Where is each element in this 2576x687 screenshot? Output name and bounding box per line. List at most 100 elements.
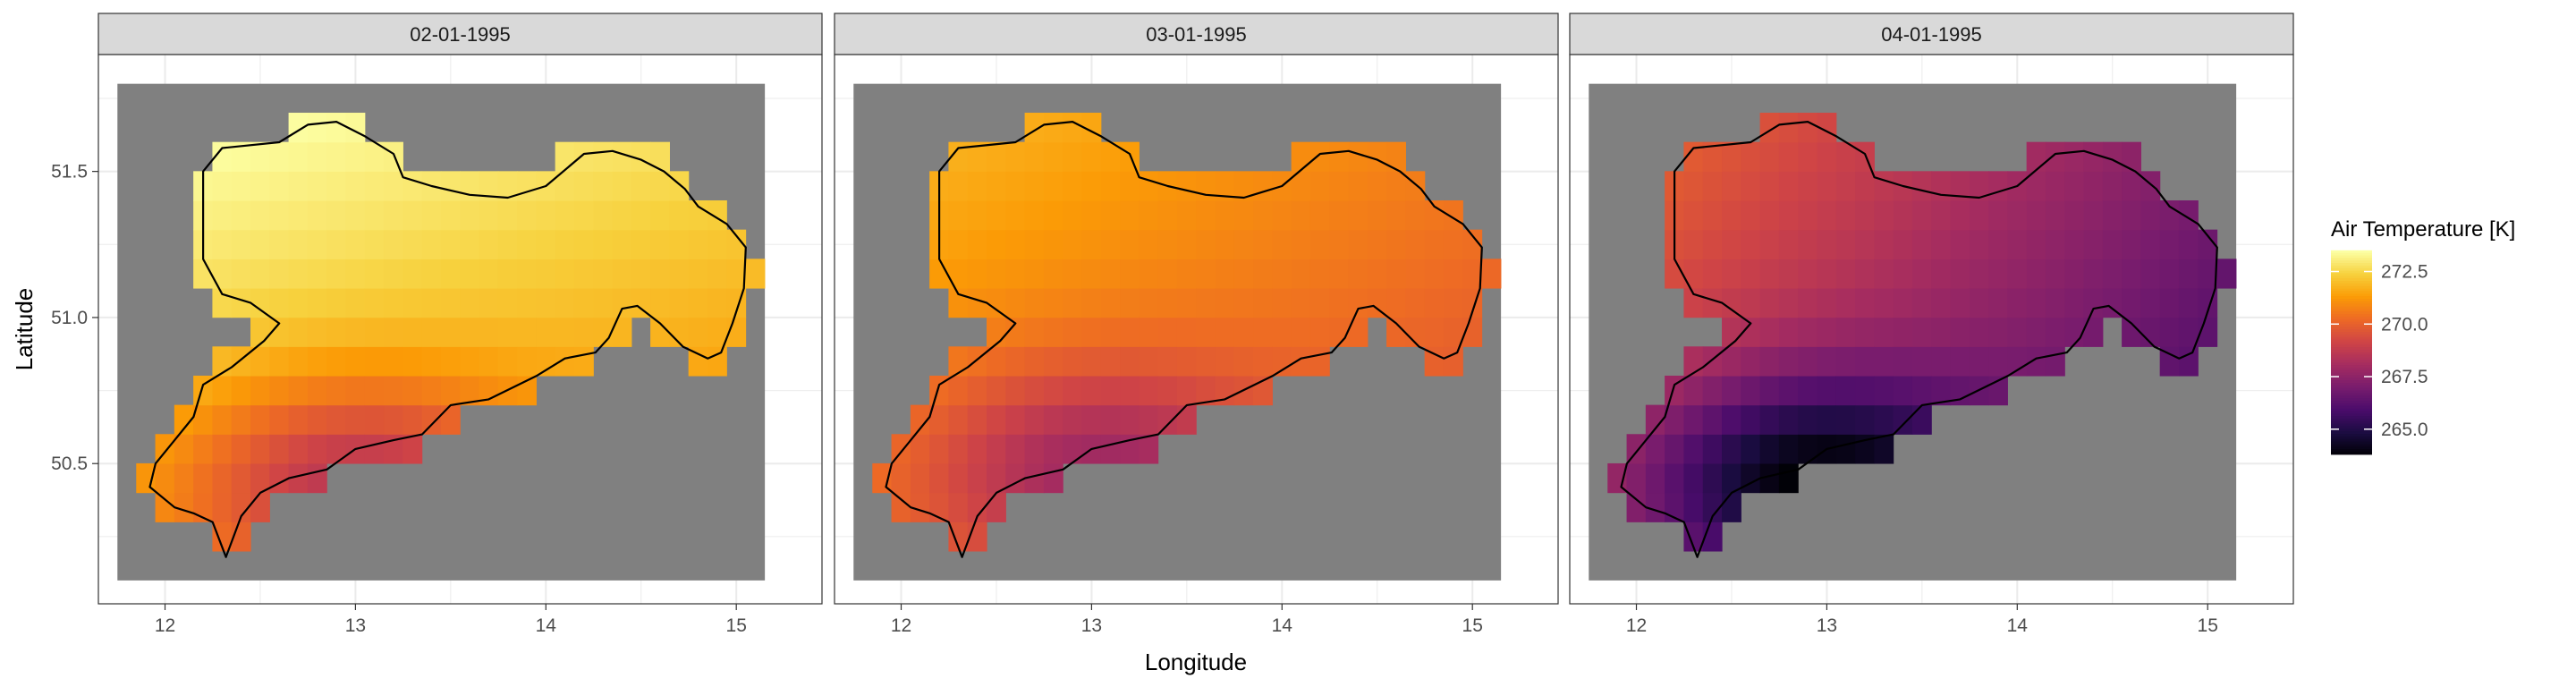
raster-cell (364, 141, 385, 172)
raster-cell (212, 375, 233, 406)
raster-cell (1405, 287, 1426, 318)
raster-cell (2216, 259, 2237, 289)
raster-cell (1855, 346, 1875, 377)
raster-cell (2064, 317, 2085, 347)
raster-cell (707, 287, 727, 318)
raster-cell (1024, 171, 1045, 201)
legend-gradient-step (2331, 339, 2372, 343)
raster-cell (1798, 404, 1818, 435)
raster-cell (1100, 317, 1121, 347)
raster-cell (1481, 259, 1502, 289)
raster-cell (460, 259, 480, 289)
raster-cell (440, 404, 461, 435)
raster-cell (307, 346, 327, 377)
raster-cell (517, 199, 537, 231)
raster-cell (250, 375, 270, 406)
raster-cell (212, 141, 233, 172)
raster-cell (2159, 229, 2180, 259)
legend-gradient-step (2331, 436, 2372, 440)
raster-cell (1988, 171, 2008, 201)
raster-cell (948, 141, 969, 172)
raster-cell (384, 317, 403, 347)
raster-cell (2102, 141, 2123, 172)
raster-cell (1005, 434, 1026, 464)
raster-cell (1835, 404, 1856, 435)
legend-gradient-step (2331, 255, 2372, 259)
legend-gradient-step (2331, 451, 2372, 455)
x-tick-label: 14 (536, 615, 557, 636)
raster-cell (669, 317, 690, 347)
raster-cell (440, 346, 461, 377)
x-tick-label: 12 (155, 615, 175, 636)
raster-cell (1253, 171, 1273, 201)
raster-cell (1911, 317, 1932, 347)
legend-gradient-step (2331, 372, 2372, 377)
legend-gradient-step (2331, 441, 2372, 445)
raster-cell (1253, 229, 1273, 259)
raster-cells (136, 113, 766, 552)
raster-cell (269, 404, 290, 435)
raster-cell (307, 141, 327, 172)
raster-cell (1741, 287, 1761, 318)
raster-cell (1683, 375, 1704, 406)
raster-cell (212, 404, 233, 435)
legend-gradient-step (2331, 400, 2372, 404)
y-axis-title: Latitude (11, 288, 38, 371)
legend-gradient-step (2331, 393, 2372, 396)
legend-gradient-step (2331, 375, 2372, 378)
raster-cell (307, 404, 327, 435)
raster-cell (460, 171, 480, 201)
raster-cell (1759, 317, 1780, 347)
raster-cell (2140, 317, 2161, 347)
raster-cell (1798, 375, 1818, 406)
raster-cell (345, 229, 366, 259)
facet-strip-label: 02-01-1995 (410, 23, 511, 46)
raster-cell (440, 287, 461, 318)
raster-cell (1443, 259, 1463, 289)
raster-cell (1817, 317, 1837, 347)
raster-cell (555, 287, 575, 318)
raster-cell (231, 199, 251, 231)
legend-gradient-step (2331, 288, 2372, 292)
legend-gradient-step (2331, 258, 2372, 261)
legend-gradient-step (2331, 347, 2372, 351)
raster-cell (1835, 171, 1856, 201)
facet-strip-label: 04-01-1995 (1881, 23, 1982, 46)
raster-cell (1645, 492, 1665, 522)
raster-cell (1759, 113, 1780, 143)
raster-cell (288, 259, 309, 289)
raster-cell (1931, 229, 1952, 259)
raster-cell (1835, 317, 1856, 347)
raster-cell (517, 229, 537, 259)
raster-cell (1817, 375, 1837, 406)
raster-cell (288, 346, 309, 377)
raster-cell (421, 346, 442, 377)
raster-cell (402, 375, 423, 406)
raster-cell (967, 141, 987, 172)
raster-cell (573, 259, 594, 289)
legend-gradient-step (2331, 273, 2372, 276)
raster-cell (307, 317, 327, 347)
raster-cell (2178, 317, 2199, 347)
raster-cell (384, 141, 403, 172)
raster-cell (1835, 229, 1856, 259)
raster-cell (669, 171, 690, 201)
raster-cell (1874, 404, 1894, 435)
raster-cell (650, 317, 670, 347)
raster-cell (669, 229, 690, 259)
raster-cell (2140, 229, 2161, 259)
raster-cell (688, 199, 708, 231)
raster-cell (345, 171, 366, 201)
raster-cell (460, 375, 480, 406)
raster-cell (250, 462, 270, 494)
legend-gradient-step (2331, 387, 2372, 392)
raster-cell (364, 317, 385, 347)
facet-strip-label: 03-01-1995 (1146, 23, 1247, 46)
raster-cell (517, 346, 537, 377)
legend-gradient-step (2331, 278, 2372, 282)
raster-cell (612, 171, 632, 201)
legend-gradient-step (2331, 446, 2372, 450)
raster-cell (1063, 434, 1083, 464)
facet-strip (1569, 13, 2294, 55)
raster-cell (2083, 171, 2104, 201)
